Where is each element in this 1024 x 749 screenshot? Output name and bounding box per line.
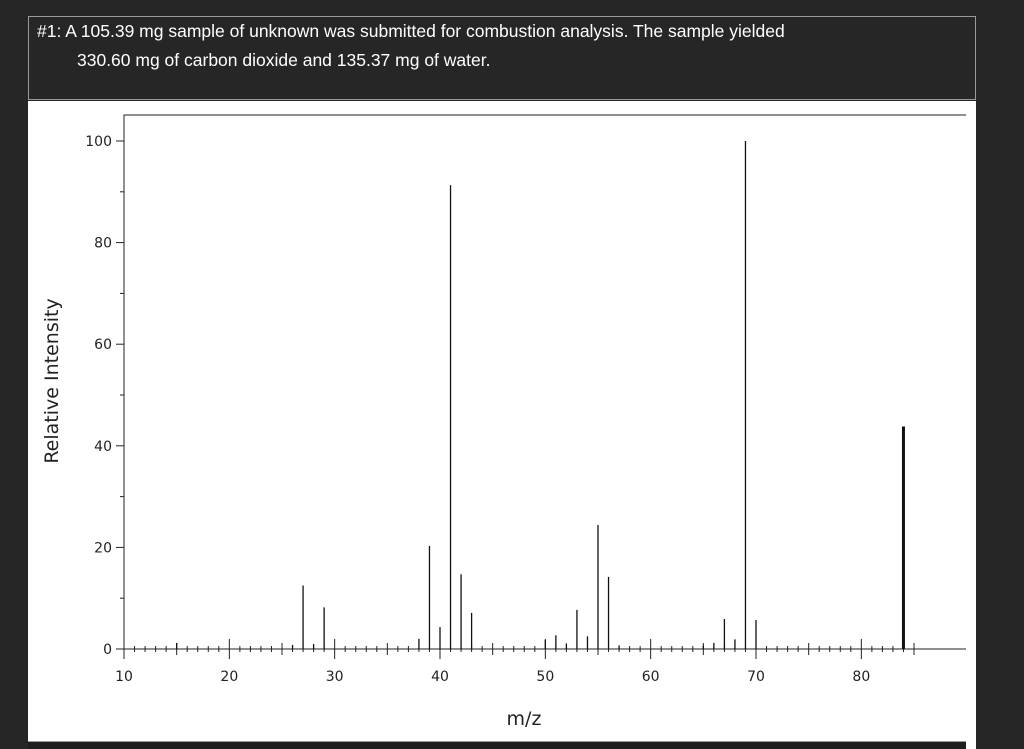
x-tick-label: 40 [431, 669, 449, 685]
x-tick-label: 60 [642, 669, 660, 685]
right-border-strip [966, 101, 976, 749]
x-tick-label: 10 [115, 669, 133, 685]
y-axis-ticks: 0 20 40 60 80 100 [85, 134, 124, 658]
y-tick-label: 40 [94, 439, 112, 455]
x-tick-label: 20 [220, 669, 238, 685]
mass-spectrum-chart: 0 20 40 60 80 100 10 20 30 40 50 60 70 80 m/z Relati… [41, 114, 966, 730]
y-tick-label: 80 [94, 236, 112, 252]
mass-spectrum-panel: 0 20 40 60 80 100 10 20 30 40 50 60 70 80 m/z Relati… [28, 101, 966, 741]
x-tick-label: 80 [852, 669, 870, 685]
plot-frame [123, 114, 966, 650]
y-axis-title: Relative Intensity [41, 298, 63, 463]
question-text-line1: #1: A 105.39 mg sample of unknown was su… [37, 21, 785, 41]
question-box: #1: A 105.39 mg sample of unknown was su… [28, 16, 976, 100]
x-tick-label: 50 [536, 669, 554, 685]
x-tick-label: 70 [747, 669, 765, 685]
question-text-line2: 330.60 mg of carbon dioxide and 135.37 m… [77, 50, 491, 70]
y-tick-label: 60 [94, 337, 112, 353]
x-axis-title: m/z [507, 708, 542, 730]
x-tick-label: 30 [326, 669, 344, 685]
y-tick-label: 0 [103, 642, 112, 658]
spectrum-peaks [176, 141, 905, 649]
y-tick-label: 20 [94, 540, 112, 556]
x-axis-ticks: 10 20 30 40 50 60 70 80 [115, 639, 915, 685]
bottom-border-strip [28, 741, 966, 749]
y-tick-label: 100 [85, 134, 112, 150]
